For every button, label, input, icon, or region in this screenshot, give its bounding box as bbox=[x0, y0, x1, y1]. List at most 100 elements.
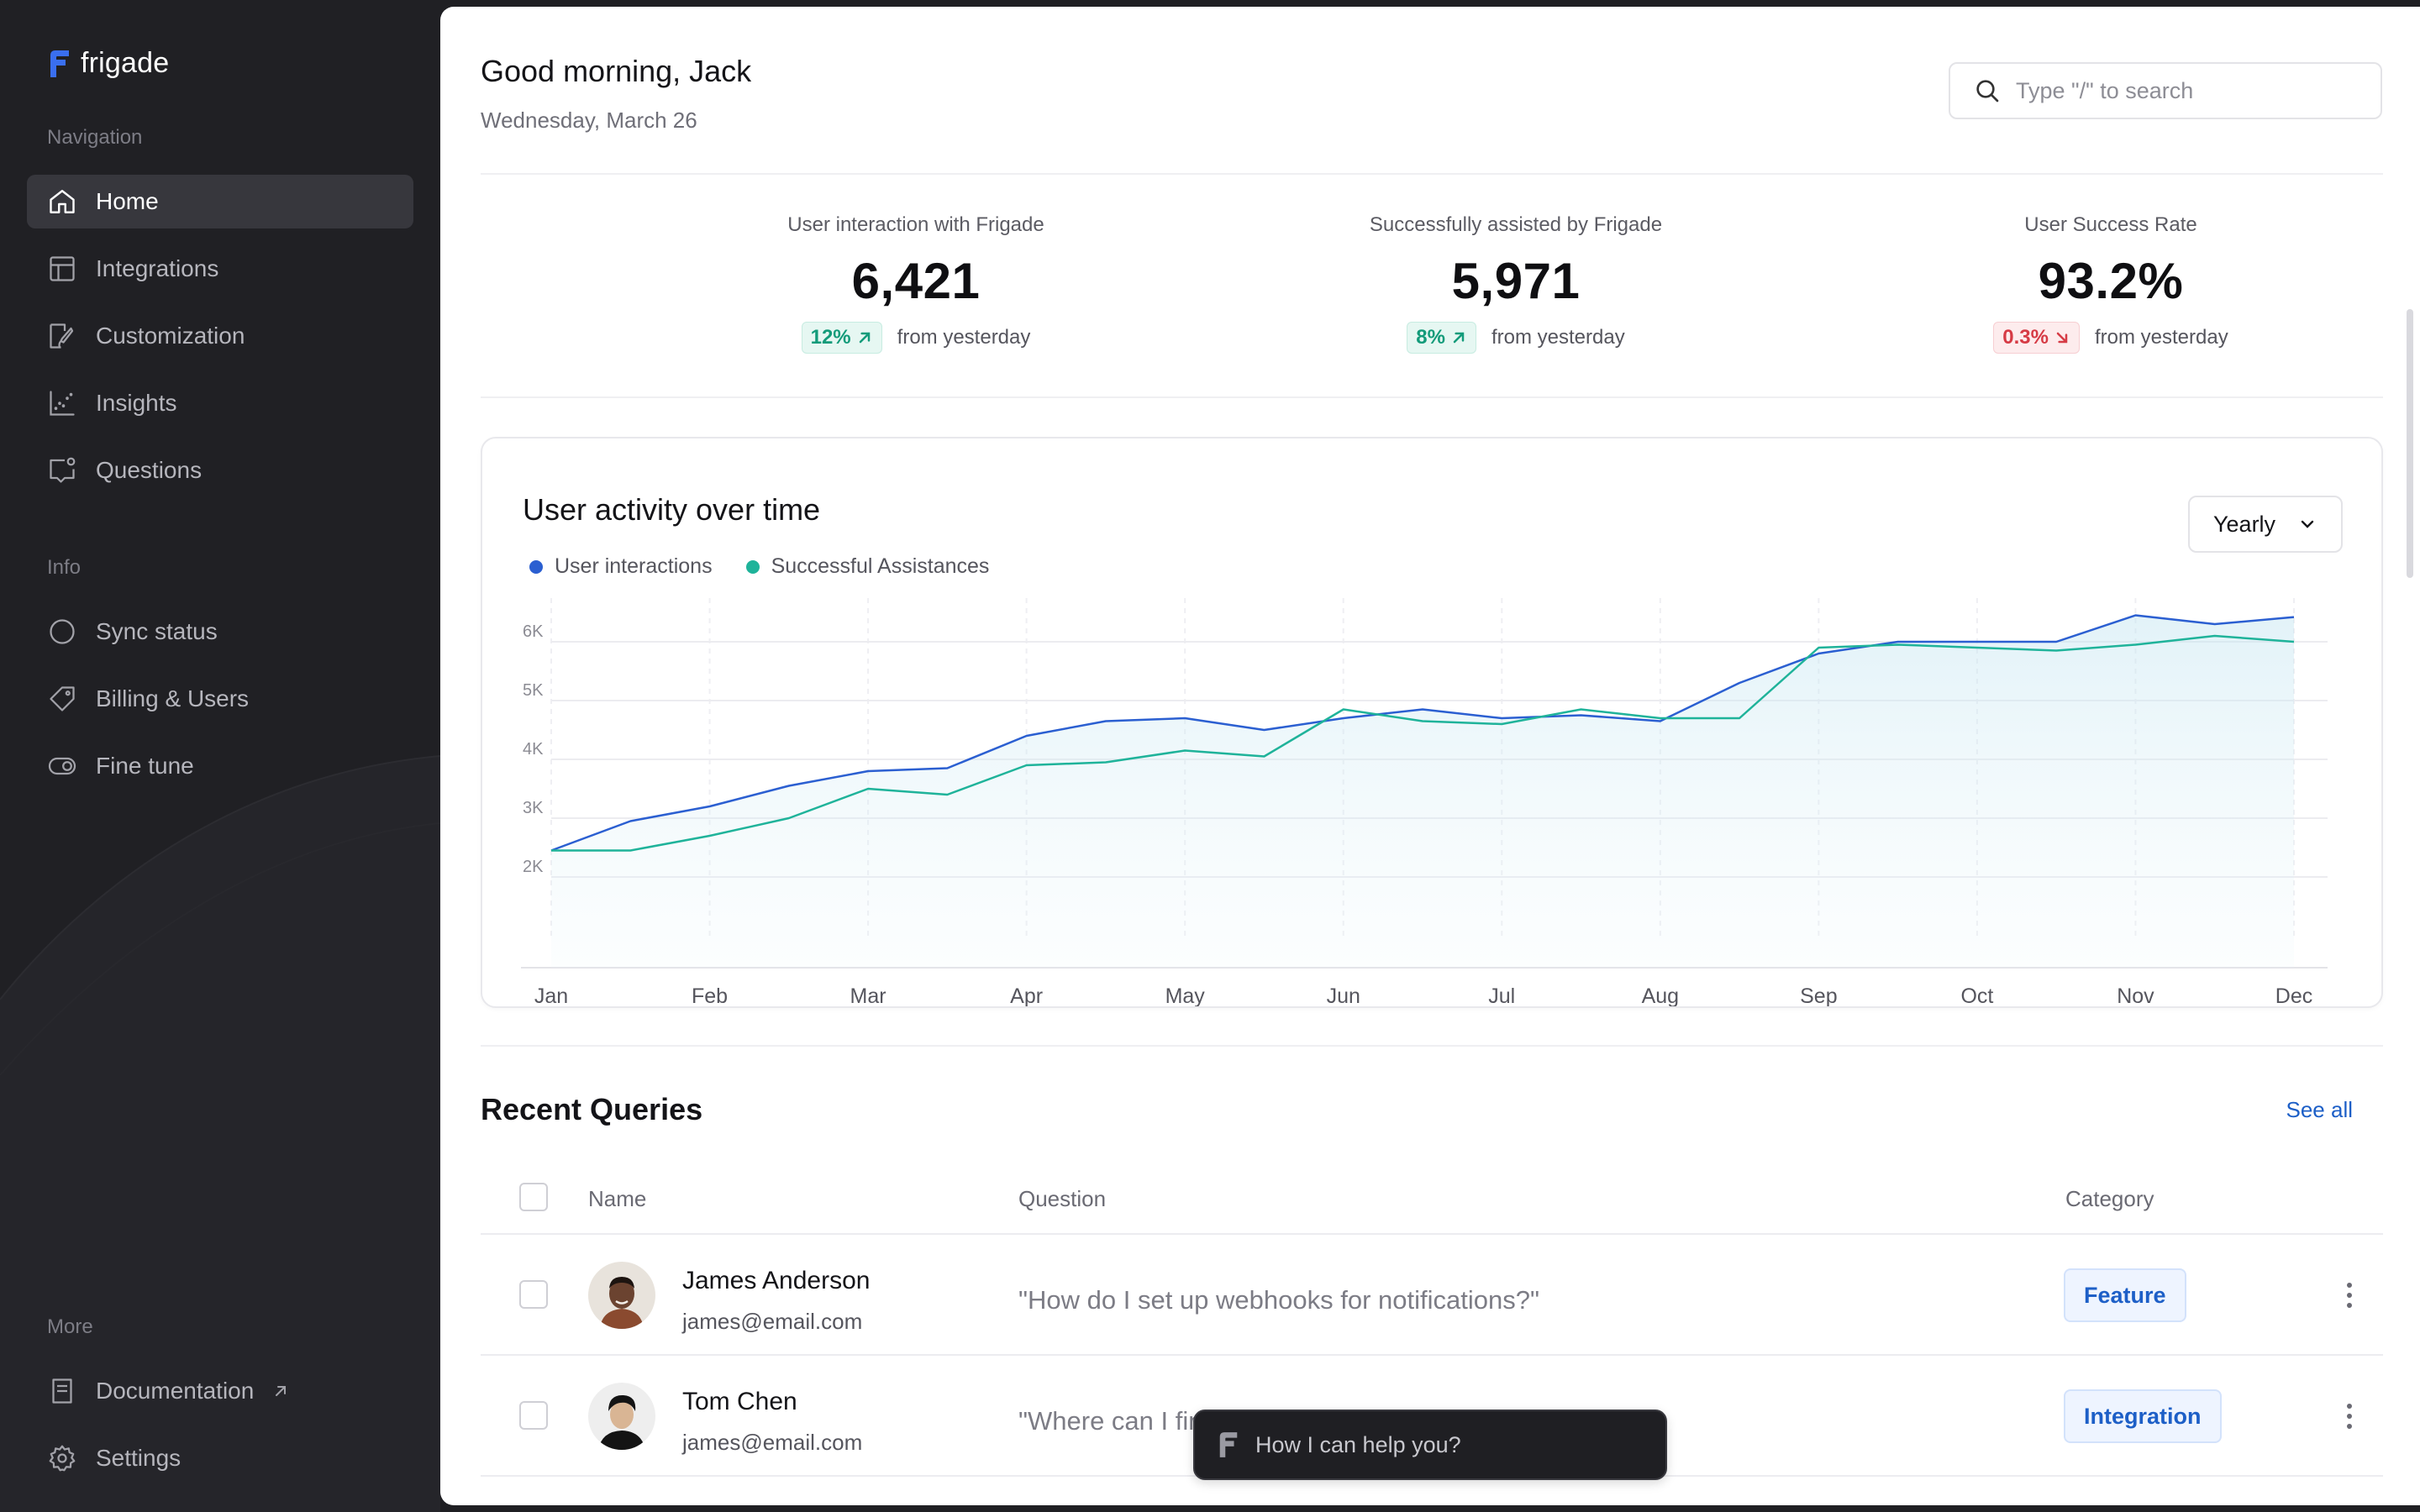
stat-success-rate: User Success Rate 93.2% 0.3% from yester… bbox=[1859, 213, 2363, 354]
row-checkbox[interactable] bbox=[519, 1280, 548, 1309]
stat-label: User Success Rate bbox=[2024, 213, 2197, 236]
frigade-logo-icon bbox=[1219, 1432, 1238, 1457]
header-divider bbox=[481, 173, 2383, 175]
sidebar-item-sync-status[interactable]: Sync status bbox=[27, 605, 413, 659]
sidebar-item-settings[interactable]: Settings bbox=[27, 1431, 413, 1485]
search-input[interactable] bbox=[2016, 77, 2369, 104]
series-line-user-interactions bbox=[550, 614, 2295, 852]
search-box[interactable] bbox=[1949, 62, 2382, 119]
legend-item-assists: Successful Assistances bbox=[745, 554, 990, 579]
x-tick-label: Mar bbox=[850, 984, 886, 1006]
sidebar-item-label: Documentation bbox=[96, 1378, 255, 1404]
sidebar-item-label: Questions bbox=[96, 457, 203, 483]
x-tick-label: May bbox=[1165, 984, 1206, 1006]
sidebar-item-documentation[interactable]: Documentation bbox=[27, 1364, 413, 1418]
sidebar-item-customization[interactable]: Customization bbox=[27, 309, 413, 363]
frigade-logo-icon bbox=[50, 50, 69, 77]
avatar bbox=[588, 1262, 655, 1329]
category-badge[interactable]: Integration bbox=[2064, 1389, 2222, 1443]
main-panel: Good morning, Jack Wednesday, March 26 U… bbox=[440, 7, 2420, 1505]
table-header-divider bbox=[481, 1233, 2383, 1235]
x-tick-label: Jan bbox=[534, 984, 568, 1006]
legend-label: User interactions bbox=[555, 554, 713, 578]
brush-icon bbox=[50, 323, 74, 349]
y-tick-label: 4K bbox=[523, 740, 544, 759]
chevron-down-icon bbox=[2301, 520, 2314, 528]
grid-icon bbox=[50, 256, 75, 281]
person-name: James Anderson bbox=[682, 1267, 871, 1294]
change-badge: 12% bbox=[801, 322, 882, 354]
assistant-bar[interactable] bbox=[1193, 1410, 1667, 1480]
column-header-category[interactable]: Category bbox=[2065, 1186, 2154, 1211]
sidebar-item-label: Sync status bbox=[96, 618, 218, 644]
row-menu-icon[interactable] bbox=[2341, 1399, 2358, 1433]
legend-label: Successful Assistances bbox=[771, 554, 990, 578]
page-title: Good morning, Jack bbox=[481, 54, 752, 88]
chart-icon bbox=[50, 391, 75, 416]
main-scrollbar[interactable] bbox=[2407, 309, 2413, 578]
change-badge: 0.3% bbox=[1993, 322, 2080, 354]
x-tick-label: Dec bbox=[2275, 984, 2312, 1006]
y-tick-label: 2K bbox=[523, 858, 544, 876]
legend-dot bbox=[745, 559, 760, 574]
column-header-name[interactable]: Name bbox=[588, 1186, 647, 1211]
external-link-icon bbox=[276, 1386, 287, 1396]
x-tick-label: Sep bbox=[1800, 984, 1837, 1006]
change-badge: 8% bbox=[1407, 322, 1476, 354]
x-tick-label: Jul bbox=[1488, 984, 1515, 1006]
see-all-link[interactable]: See all bbox=[2286, 1097, 2354, 1122]
brand-logo[interactable]: frigade bbox=[47, 47, 169, 80]
sidebar-item-label: Customization bbox=[96, 323, 245, 349]
query-question: "How do I set up webhooks for notificati… bbox=[1018, 1285, 1539, 1315]
x-tick-label: Oct bbox=[1960, 984, 1993, 1006]
more-section-label: More bbox=[47, 1315, 93, 1338]
sidebar-background-swirl bbox=[0, 755, 440, 1512]
column-header-question[interactable]: Question bbox=[1018, 1186, 1107, 1211]
assistant-input[interactable] bbox=[1255, 1431, 1659, 1458]
tag-icon bbox=[50, 686, 75, 711]
sidebar-item-fine-tune[interactable]: Fine tune bbox=[27, 739, 413, 793]
y-tick-label: 6K bbox=[523, 622, 544, 641]
range-dropdown[interactable]: Yearly bbox=[2188, 496, 2343, 553]
x-tick-label: Aug bbox=[1642, 984, 1679, 1006]
avatar-james-icon bbox=[588, 1262, 655, 1329]
stat-label: User interaction with Frigade bbox=[787, 213, 1044, 236]
arrow-up-right-icon bbox=[1453, 332, 1465, 344]
toggle-icon bbox=[48, 757, 76, 775]
person-name: Tom Chen bbox=[682, 1388, 797, 1415]
change-value: 0.3% bbox=[2002, 326, 2049, 349]
category-badge[interactable]: Feature bbox=[2064, 1268, 2186, 1322]
sidebar-item-home[interactable]: Home bbox=[27, 175, 413, 228]
avatar-tom-icon bbox=[588, 1383, 655, 1450]
stat-user-interactions: User interaction with Frigade 6,421 12% … bbox=[664, 213, 1168, 354]
select-all-checkbox[interactable] bbox=[519, 1183, 548, 1211]
info-section-label: Info bbox=[47, 556, 82, 579]
sidebar: frigade Navigation Home Integrations Cus… bbox=[0, 0, 440, 1512]
range-dropdown-value: Yearly bbox=[2213, 511, 2276, 537]
sidebar-item-insights[interactable]: Insights bbox=[27, 376, 413, 430]
series-line-successful-assistances bbox=[551, 634, 2295, 852]
home-icon bbox=[50, 190, 75, 213]
sidebar-item-billing[interactable]: Billing & Users bbox=[27, 672, 413, 726]
sidebar-item-integrations[interactable]: Integrations bbox=[27, 242, 413, 296]
legend-item-interactions: User interactions bbox=[529, 554, 713, 579]
stat-value: 93.2% bbox=[2038, 253, 2184, 309]
row-menu-icon[interactable] bbox=[2341, 1278, 2358, 1312]
stat-value: 5,971 bbox=[1451, 253, 1581, 309]
sidebar-item-label: Insights bbox=[96, 390, 177, 416]
chart-divider bbox=[481, 1045, 2383, 1047]
x-tick-label: Nov bbox=[2117, 984, 2154, 1006]
row-checkbox[interactable] bbox=[519, 1401, 548, 1430]
stat-successful-assists: Successfully assisted by Frigade 5,971 8… bbox=[1264, 213, 1768, 354]
sidebar-item-label: Fine tune bbox=[96, 753, 194, 779]
stat-change: 8% from yesterday bbox=[1264, 322, 1768, 354]
chart-title: User activity over time bbox=[523, 492, 821, 527]
change-suffix: from yesterday bbox=[2094, 326, 2228, 349]
y-tick-label: 3K bbox=[523, 799, 544, 817]
change-value: 8% bbox=[1416, 326, 1445, 349]
person-email: james@email.com bbox=[682, 1309, 863, 1334]
sidebar-item-questions[interactable]: Questions bbox=[27, 444, 413, 497]
arrow-down-right-icon bbox=[2056, 332, 2068, 344]
activity-line-chart: 2K 3K 4K 5K 6K Jan Feb Mar Apr May Jun Jul Aug Sep Oct… bbox=[521, 598, 2328, 1006]
legend-dot bbox=[529, 559, 543, 574]
